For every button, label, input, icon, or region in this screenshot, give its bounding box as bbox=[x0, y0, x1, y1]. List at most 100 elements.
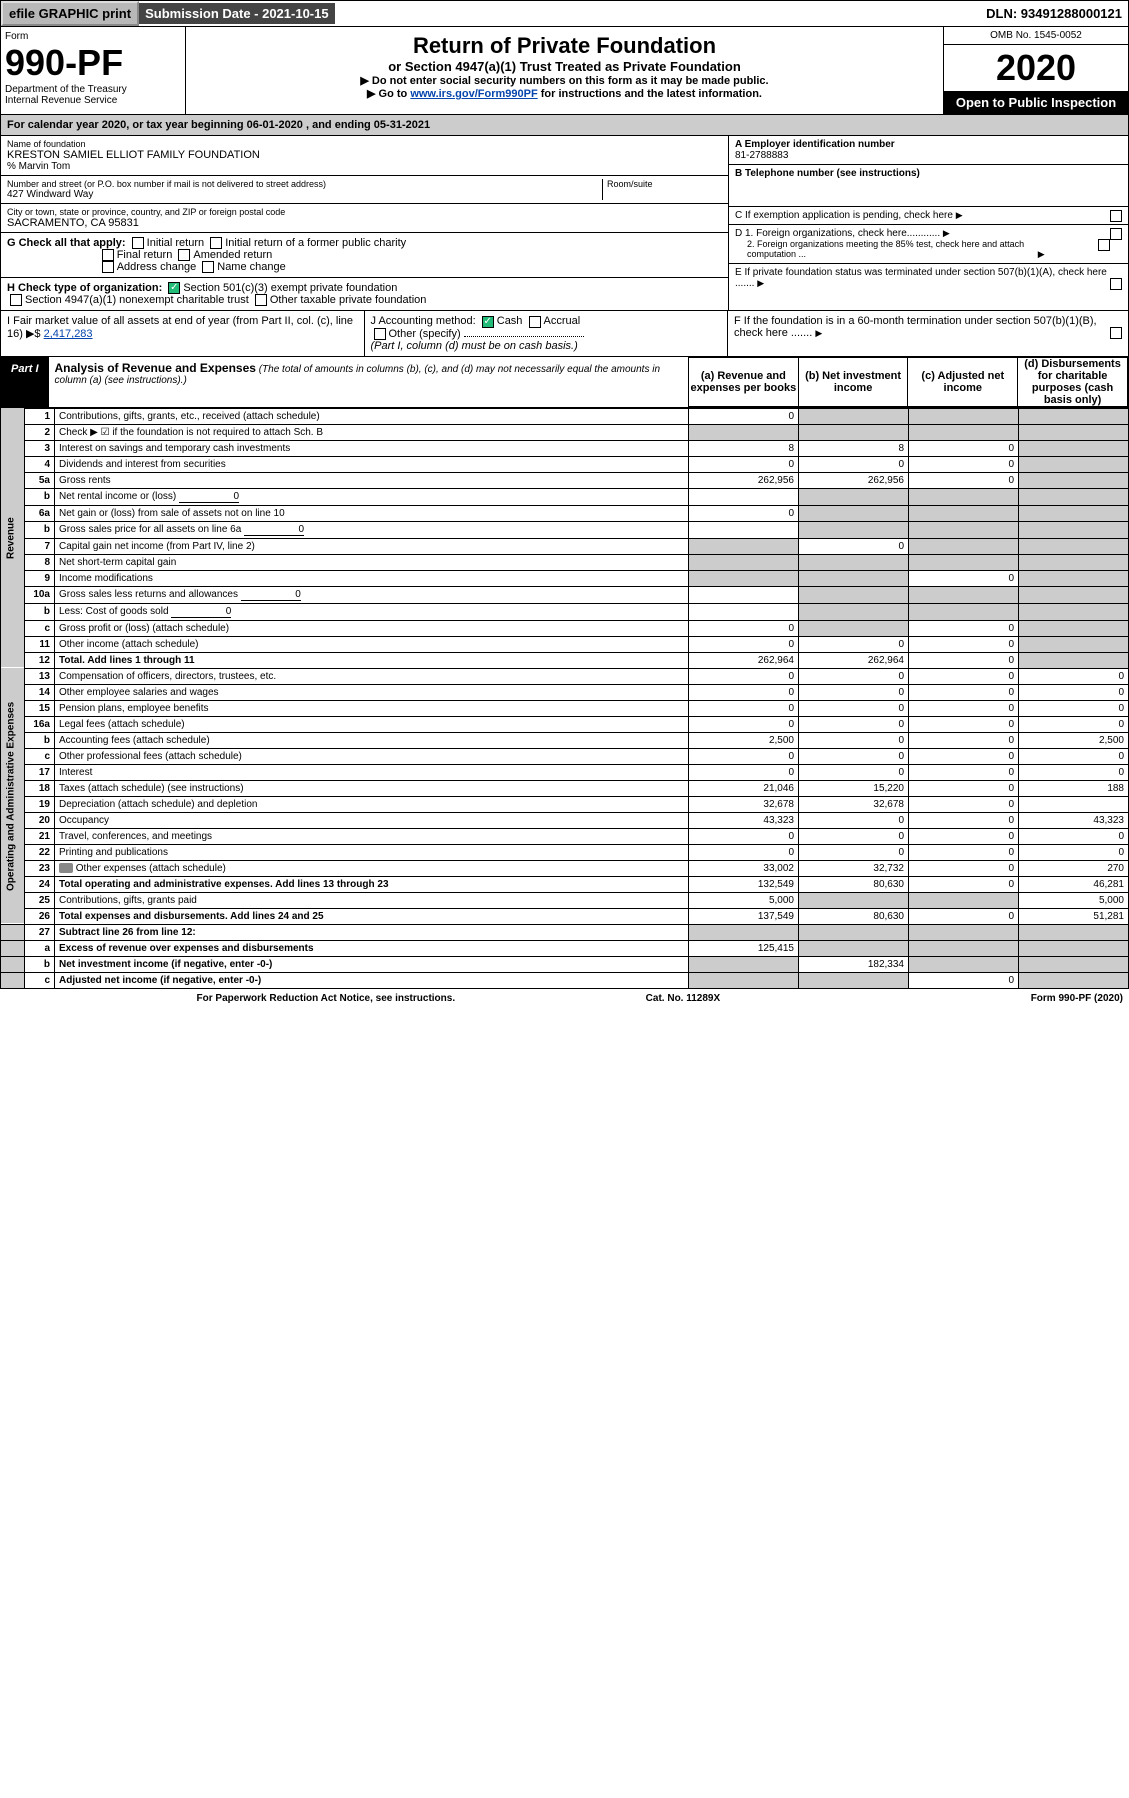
irs-link[interactable]: www.irs.gov/Form990PF bbox=[410, 88, 537, 100]
table-cell: 0 bbox=[799, 764, 909, 780]
table-cell bbox=[799, 586, 909, 603]
e-label: E If private foundation status was termi… bbox=[735, 267, 1107, 289]
4947a1-checkbox[interactable] bbox=[10, 294, 22, 306]
table-cell bbox=[1019, 472, 1129, 488]
table-cell bbox=[799, 972, 909, 988]
line-number: 20 bbox=[25, 812, 55, 828]
final-return-checkbox[interactable] bbox=[102, 249, 114, 261]
table-row: 5aGross rents262,956262,9560 bbox=[1, 472, 1129, 488]
table-cell bbox=[909, 603, 1019, 620]
table-cell bbox=[1019, 424, 1129, 440]
part1-tag: Part I bbox=[1, 357, 49, 407]
form-header: Form 990-PF Department of the Treasury I… bbox=[0, 27, 1129, 115]
table-cell bbox=[689, 603, 799, 620]
table-cell: 0 bbox=[1019, 748, 1129, 764]
table-cell: 0 bbox=[799, 684, 909, 700]
line-number: 1 bbox=[25, 408, 55, 424]
city-state-zip: SACRAMENTO, CA 95831 bbox=[7, 217, 722, 229]
part1-header: Part I Analysis of Revenue and Expenses … bbox=[0, 357, 1129, 408]
d1-checkbox[interactable] bbox=[1110, 228, 1122, 240]
line-desc: Depreciation (attach schedule) and deple… bbox=[55, 796, 689, 812]
line-number: 12 bbox=[25, 652, 55, 668]
initial-public-checkbox[interactable] bbox=[210, 237, 222, 249]
table-row: 17Interest0000 bbox=[1, 764, 1129, 780]
501c3-checkbox[interactable] bbox=[168, 282, 180, 294]
line-desc: Total. Add lines 1 through 11 bbox=[55, 652, 689, 668]
table-cell bbox=[909, 892, 1019, 908]
form-number: 990-PF bbox=[5, 42, 181, 84]
table-cell bbox=[689, 924, 799, 940]
address-change-checkbox[interactable] bbox=[102, 261, 114, 273]
table-cell: 0 bbox=[799, 456, 909, 472]
table-cell bbox=[909, 554, 1019, 570]
other-taxable-checkbox[interactable] bbox=[255, 294, 267, 306]
table-cell: 0 bbox=[909, 812, 1019, 828]
table-row: 3Interest on savings and temporary cash … bbox=[1, 440, 1129, 456]
line-desc: Gross profit or (loss) (attach schedule) bbox=[55, 620, 689, 636]
name-change-checkbox[interactable] bbox=[202, 261, 214, 273]
form-subtitle: or Section 4947(a)(1) Trust Treated as P… bbox=[192, 59, 937, 74]
table-cell: 262,964 bbox=[689, 652, 799, 668]
form-ref: Form 990-PF (2020) bbox=[1031, 993, 1123, 1004]
line-desc: Other expenses (attach schedule) bbox=[55, 860, 689, 876]
line-number: a bbox=[25, 940, 55, 956]
amended-return-checkbox[interactable] bbox=[178, 249, 190, 261]
table-cell: 0 bbox=[689, 620, 799, 636]
table-cell: 182,334 bbox=[799, 956, 909, 972]
table-cell bbox=[1019, 488, 1129, 505]
col-c-header: (c) Adjusted net income bbox=[908, 357, 1018, 406]
cash-checkbox[interactable] bbox=[482, 316, 494, 328]
section-label: Operating and Administrative Expenses bbox=[1, 668, 25, 924]
ssn-note: ▶ Do not enter social security numbers o… bbox=[192, 74, 937, 87]
table-cell: 0 bbox=[799, 668, 909, 684]
paperwork-notice: For Paperwork Reduction Act Notice, see … bbox=[197, 993, 456, 1004]
initial-return-checkbox[interactable] bbox=[132, 237, 144, 249]
table-cell: 0 bbox=[689, 700, 799, 716]
efile-print-button[interactable]: efile GRAPHIC print bbox=[1, 1, 139, 26]
table-cell bbox=[799, 892, 909, 908]
line-number: 9 bbox=[25, 570, 55, 586]
table-cell: 0 bbox=[689, 456, 799, 472]
e-checkbox[interactable] bbox=[1110, 278, 1122, 290]
table-cell: 0 bbox=[909, 860, 1019, 876]
table-cell bbox=[799, 408, 909, 424]
line-desc: Contributions, gifts, grants, etc., rece… bbox=[55, 408, 689, 424]
table-cell: 0 bbox=[799, 538, 909, 554]
table-row: 23 Other expenses (attach schedule)33,00… bbox=[1, 860, 1129, 876]
table-cell: 0 bbox=[689, 764, 799, 780]
table-cell bbox=[1019, 554, 1129, 570]
c-checkbox[interactable] bbox=[1110, 210, 1122, 222]
table-cell: 8 bbox=[799, 440, 909, 456]
line-desc: Printing and publications bbox=[55, 844, 689, 860]
table-row: Revenue1Contributions, gifts, grants, et… bbox=[1, 408, 1129, 424]
table-cell: 0 bbox=[799, 716, 909, 732]
table-row: 6aNet gain or (loss) from sale of assets… bbox=[1, 505, 1129, 521]
table-cell: 32,732 bbox=[799, 860, 909, 876]
table-row: bNet rental income or (loss) 0 bbox=[1, 488, 1129, 505]
table-cell: 80,630 bbox=[799, 876, 909, 892]
table-cell: 0 bbox=[689, 505, 799, 521]
f-checkbox[interactable] bbox=[1110, 327, 1122, 339]
table-cell: 15,220 bbox=[799, 780, 909, 796]
table-cell: 0 bbox=[909, 668, 1019, 684]
other-method-checkbox[interactable] bbox=[374, 328, 386, 340]
accrual-checkbox[interactable] bbox=[529, 316, 541, 328]
fmv-value[interactable]: 2,417,283 bbox=[44, 328, 93, 340]
irs-label: Internal Revenue Service bbox=[5, 95, 181, 106]
table-cell: 0 bbox=[799, 748, 909, 764]
tax-year: 2020 bbox=[944, 45, 1128, 91]
line-number: c bbox=[25, 748, 55, 764]
table-cell: 0 bbox=[799, 828, 909, 844]
table-row: 11Other income (attach schedule)000 bbox=[1, 636, 1129, 652]
line-desc: Gross rents bbox=[55, 472, 689, 488]
d2-checkbox[interactable] bbox=[1098, 239, 1110, 251]
table-row: 2Check ▶ ☑ if the foundation is not requ… bbox=[1, 424, 1129, 440]
table-row: bNet investment income (if negative, ent… bbox=[1, 956, 1129, 972]
line-desc: Interest on savings and temporary cash i… bbox=[55, 440, 689, 456]
table-cell bbox=[799, 603, 909, 620]
section-label: Revenue bbox=[1, 408, 25, 668]
schedule-icon[interactable] bbox=[59, 863, 73, 873]
line-number: 22 bbox=[25, 844, 55, 860]
line-desc: Occupancy bbox=[55, 812, 689, 828]
table-cell bbox=[799, 554, 909, 570]
